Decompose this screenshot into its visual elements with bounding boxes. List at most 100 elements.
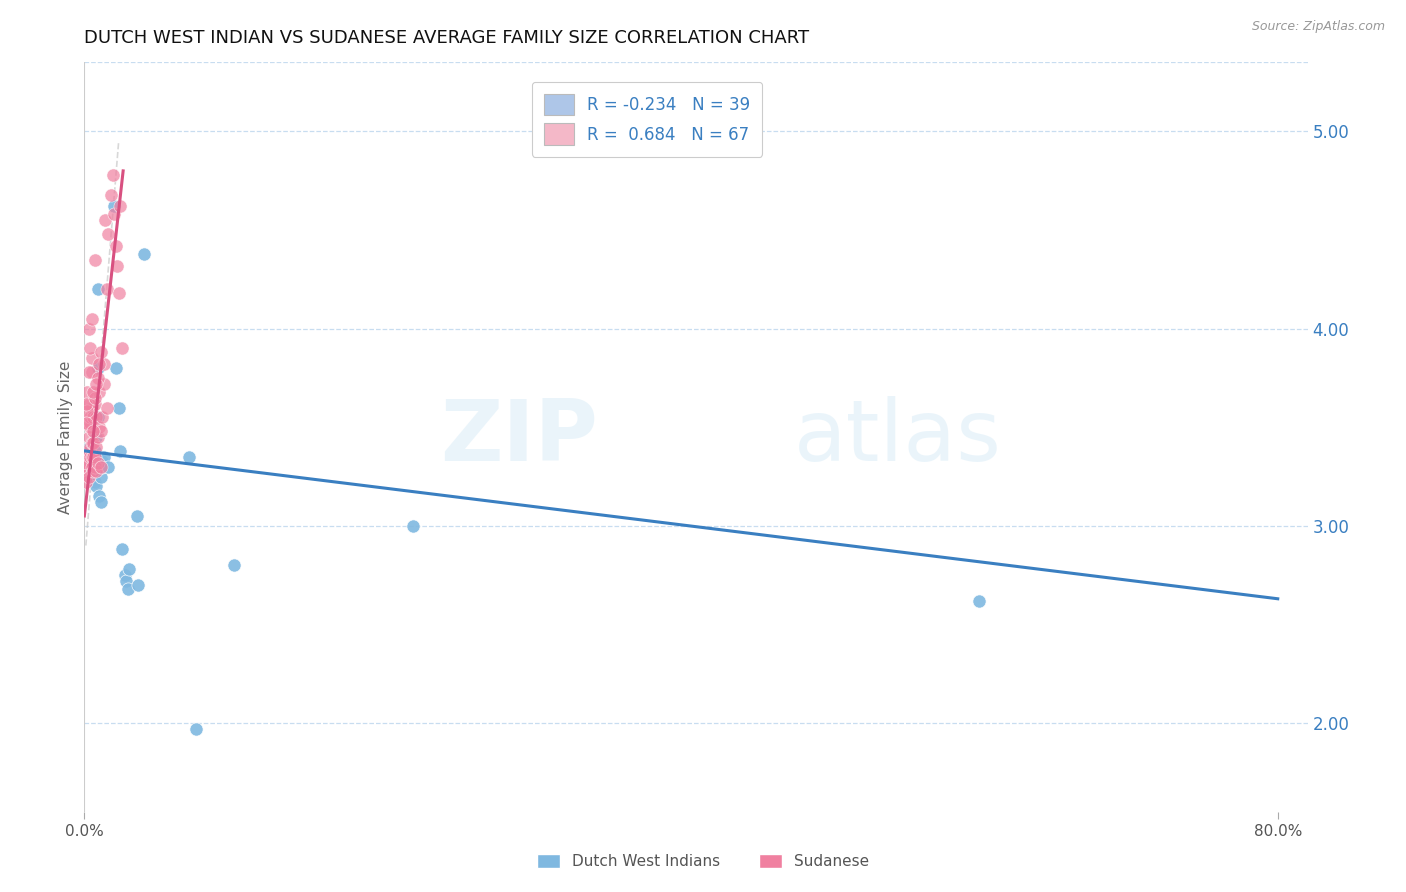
Text: ZIP: ZIP	[440, 395, 598, 479]
Point	[79, 440, 101, 454]
Point	[87, 410, 110, 425]
Point	[80, 459, 103, 474]
Point	[97, 459, 120, 474]
Point	[83, 396, 105, 410]
Point	[91, 459, 114, 474]
Point	[84, 430, 107, 444]
Point	[76, 456, 98, 470]
Point	[79, 420, 101, 434]
Legend: R = -0.234   N = 39, R =  0.684   N = 67: R = -0.234 N = 39, R = 0.684 N = 67	[531, 82, 762, 156]
Point	[90, 495, 112, 509]
Point	[90, 469, 112, 483]
Point	[75, 417, 97, 431]
Point	[118, 562, 141, 576]
Point	[111, 342, 134, 356]
Point	[107, 401, 129, 415]
Point	[87, 361, 110, 376]
Point	[83, 391, 105, 405]
Point	[93, 357, 115, 371]
Point	[107, 286, 129, 301]
Point	[82, 410, 104, 425]
Point	[82, 450, 104, 464]
Point	[105, 259, 128, 273]
Point	[79, 450, 101, 464]
Point	[108, 443, 131, 458]
Point	[87, 430, 110, 444]
Point	[125, 508, 148, 523]
Point	[80, 311, 103, 326]
Point	[82, 464, 104, 478]
Point	[89, 420, 111, 434]
Point	[77, 321, 100, 335]
Point	[79, 342, 101, 356]
Point	[401, 518, 423, 533]
Point	[77, 443, 100, 458]
Point	[77, 440, 100, 454]
Point	[83, 443, 105, 458]
Point	[89, 489, 111, 503]
Point	[100, 187, 122, 202]
Point	[103, 199, 125, 213]
Point	[82, 424, 104, 438]
Point	[96, 401, 118, 415]
Point	[93, 376, 115, 391]
Point	[80, 464, 103, 478]
Point	[80, 365, 103, 379]
Point	[132, 246, 155, 260]
Point	[80, 351, 103, 366]
Point	[89, 450, 111, 464]
Point	[84, 479, 107, 493]
Point	[127, 578, 149, 592]
Point	[84, 410, 107, 425]
Point	[90, 459, 112, 474]
Point	[80, 450, 103, 464]
Point	[177, 450, 200, 464]
Point	[77, 469, 100, 483]
Point	[77, 430, 100, 444]
Point	[108, 199, 131, 213]
Point	[186, 722, 208, 736]
Point	[83, 252, 105, 267]
Point	[117, 582, 139, 596]
Point	[969, 593, 991, 607]
Point	[84, 440, 107, 454]
Point	[97, 227, 120, 241]
Text: DUTCH WEST INDIAN VS SUDANESE AVERAGE FAMILY SIZE CORRELATION CHART: DUTCH WEST INDIAN VS SUDANESE AVERAGE FA…	[84, 29, 810, 47]
Point	[222, 558, 245, 573]
Point	[89, 384, 111, 399]
Point	[75, 475, 97, 490]
Point	[80, 401, 103, 415]
Point	[91, 410, 114, 425]
Point	[82, 436, 104, 450]
Point	[87, 371, 110, 385]
Legend: Dutch West Indians, Sudanese: Dutch West Indians, Sudanese	[531, 848, 875, 875]
Point	[77, 396, 100, 410]
Point	[87, 456, 110, 470]
Point	[91, 454, 114, 468]
Text: atlas: atlas	[794, 395, 1002, 479]
Point	[114, 568, 136, 582]
Point	[76, 404, 98, 418]
Point	[83, 450, 105, 464]
Point	[77, 365, 100, 379]
Point	[89, 357, 111, 371]
Y-axis label: Average Family Size: Average Family Size	[58, 360, 73, 514]
Point	[101, 168, 124, 182]
Point	[90, 424, 112, 438]
Point	[82, 469, 104, 483]
Point	[82, 384, 104, 399]
Point	[90, 345, 112, 359]
Point	[80, 436, 103, 450]
Point	[76, 384, 98, 399]
Point	[104, 361, 127, 376]
Text: Source: ZipAtlas.com: Source: ZipAtlas.com	[1251, 20, 1385, 33]
Point	[79, 410, 101, 425]
Point	[104, 239, 127, 253]
Point	[80, 454, 103, 468]
Point	[96, 282, 118, 296]
Point	[75, 464, 97, 478]
Point	[82, 459, 104, 474]
Point	[83, 475, 105, 490]
Point	[76, 459, 98, 474]
Point	[75, 396, 97, 410]
